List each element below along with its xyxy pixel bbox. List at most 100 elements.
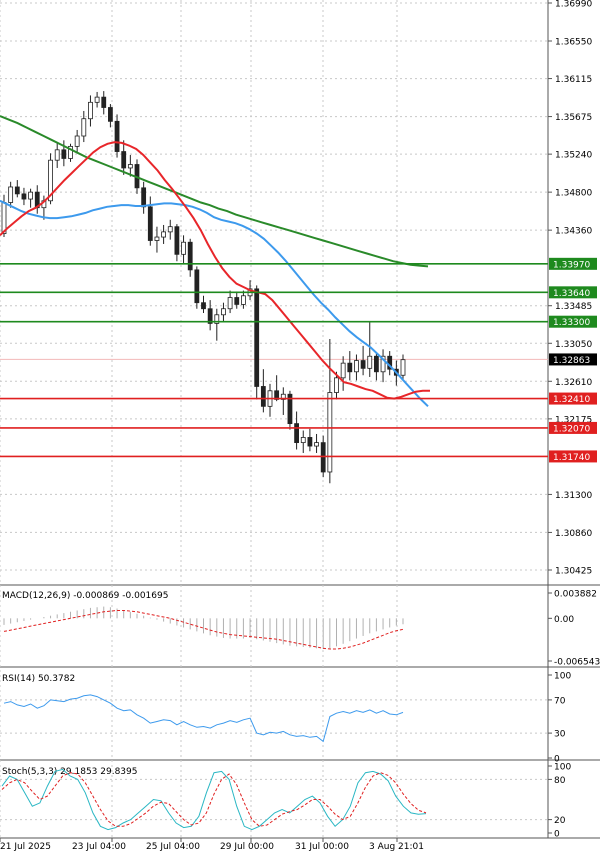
candle	[21, 187, 27, 206]
candle	[207, 300, 213, 331]
candle	[314, 433, 319, 453]
macd-signal-line	[3, 610, 404, 650]
candle	[334, 371, 339, 400]
candle	[240, 290, 246, 309]
stoch-pane: Stoch(5,3,3) 29.1853 29.8395 100 80 20 0	[0, 763, 571, 840]
rsi-y-tick-label: 30	[554, 730, 566, 740]
price-level-label: 1.31740	[553, 453, 590, 463]
candle	[254, 285, 260, 400]
candle	[114, 114, 120, 158]
candle	[187, 238, 193, 277]
candle	[307, 428, 313, 452]
current-price-tag	[549, 353, 597, 366]
candle	[340, 356, 346, 391]
candle	[360, 345, 366, 376]
price-level-label: 1.32070	[553, 424, 590, 434]
candle	[147, 196, 153, 246]
y-tick-label: 1.30425	[555, 567, 592, 577]
rsi-y-tick-label: 100	[554, 672, 571, 682]
price-level-tag	[549, 392, 597, 405]
price-level-tag	[549, 257, 597, 270]
candle	[221, 302, 226, 322]
candle	[127, 155, 133, 177]
stoch-k-line	[1, 768, 427, 831]
candle	[154, 226, 160, 253]
x-tick-label: 21 Jul 2025	[0, 842, 51, 852]
candle	[101, 91, 107, 115]
rsi-y-tick-label: 70	[554, 696, 566, 706]
candle	[68, 143, 73, 162]
y-tick-label: 1.35240	[555, 151, 592, 161]
x-tick-label: 25 Jul 04:00	[146, 842, 200, 852]
candle	[347, 351, 353, 381]
candle	[373, 352, 379, 381]
candle	[8, 181, 14, 208]
y-tick-label: 1.31300	[555, 491, 592, 501]
ma-slow-line	[0, 115, 429, 268]
ma-fast-line	[0, 141, 430, 400]
candle	[194, 266, 200, 309]
ma-mid-line	[0, 199, 429, 408]
candle	[74, 129, 80, 154]
candle	[287, 390, 293, 430]
candle	[367, 321, 373, 377]
y-tick-label: 1.32610	[555, 378, 592, 388]
candle	[28, 188, 34, 208]
y-tick-label: 1.30860	[555, 529, 592, 539]
candle	[94, 91, 100, 108]
y-tick-label: 1.35675	[555, 113, 592, 123]
rsi-label: RSI(14) 50.3782	[2, 674, 75, 684]
candle	[354, 354, 359, 381]
candle	[227, 290, 233, 314]
price-level-tag	[549, 315, 597, 328]
price-pane: 1.36990 1.36550 1.36115 1.35675 1.35240 1.348…	[0, 0, 597, 577]
y-tick-label: 1.33485	[555, 302, 592, 312]
candle	[181, 235, 186, 263]
candle	[280, 387, 286, 415]
macd-label: MACD(12,26,9) -0.000869 -0.001695	[2, 591, 168, 601]
rsi-line	[3, 694, 404, 743]
candle	[274, 375, 280, 402]
candle	[34, 185, 40, 214]
candle	[380, 349, 386, 383]
candle	[300, 430, 306, 453]
candle	[14, 180, 20, 198]
candle	[400, 354, 406, 381]
x-tick-label: 3 Aug 21:01	[369, 842, 424, 852]
candle	[327, 338, 333, 484]
candle	[260, 369, 266, 413]
stoch-y-tick-label: 80	[554, 776, 566, 786]
y-tick-label: 1.34360	[555, 227, 592, 237]
macd-y-tick-label: 0.00	[554, 615, 574, 625]
stoch-label: Stoch(5,3,3) 29.1853 29.8395	[2, 767, 137, 777]
price-level-tag	[549, 450, 597, 463]
current-price-label: 1.32863	[553, 356, 590, 366]
macd-y-tick-label: 0.003882	[554, 590, 597, 600]
candle	[61, 140, 67, 167]
candle	[214, 308, 220, 341]
x-tick-label: 31 Jul 00:00	[295, 842, 349, 852]
price-level-label: 1.33970	[553, 260, 590, 270]
price-level-label: 1.33300	[553, 318, 590, 328]
x-tick-label: 29 Jul 00:00	[220, 842, 274, 852]
candle	[161, 224, 167, 244]
stoch-d-line	[1, 772, 427, 827]
candle	[174, 224, 180, 262]
y-tick-label: 1.36550	[555, 38, 592, 48]
y-tick-label: 1.36115	[555, 75, 592, 85]
y-tick-label: 1.33050	[555, 340, 592, 350]
candle	[234, 291, 240, 309]
candle	[267, 383, 273, 417]
candle	[81, 110, 87, 143]
candle	[294, 411, 300, 450]
candle	[141, 181, 147, 214]
x-axis: 21 Jul 2025 23 Jul 04:00 25 Jul 04:00 29 Ju…	[0, 838, 424, 852]
price-level-tag	[549, 421, 597, 434]
candle	[201, 295, 206, 314]
stoch-y-tick-label: 20	[554, 816, 566, 826]
candle	[54, 142, 60, 168]
rsi-y-tick-label: 0	[554, 755, 560, 765]
price-level-tag	[549, 286, 597, 299]
candle	[108, 104, 113, 128]
